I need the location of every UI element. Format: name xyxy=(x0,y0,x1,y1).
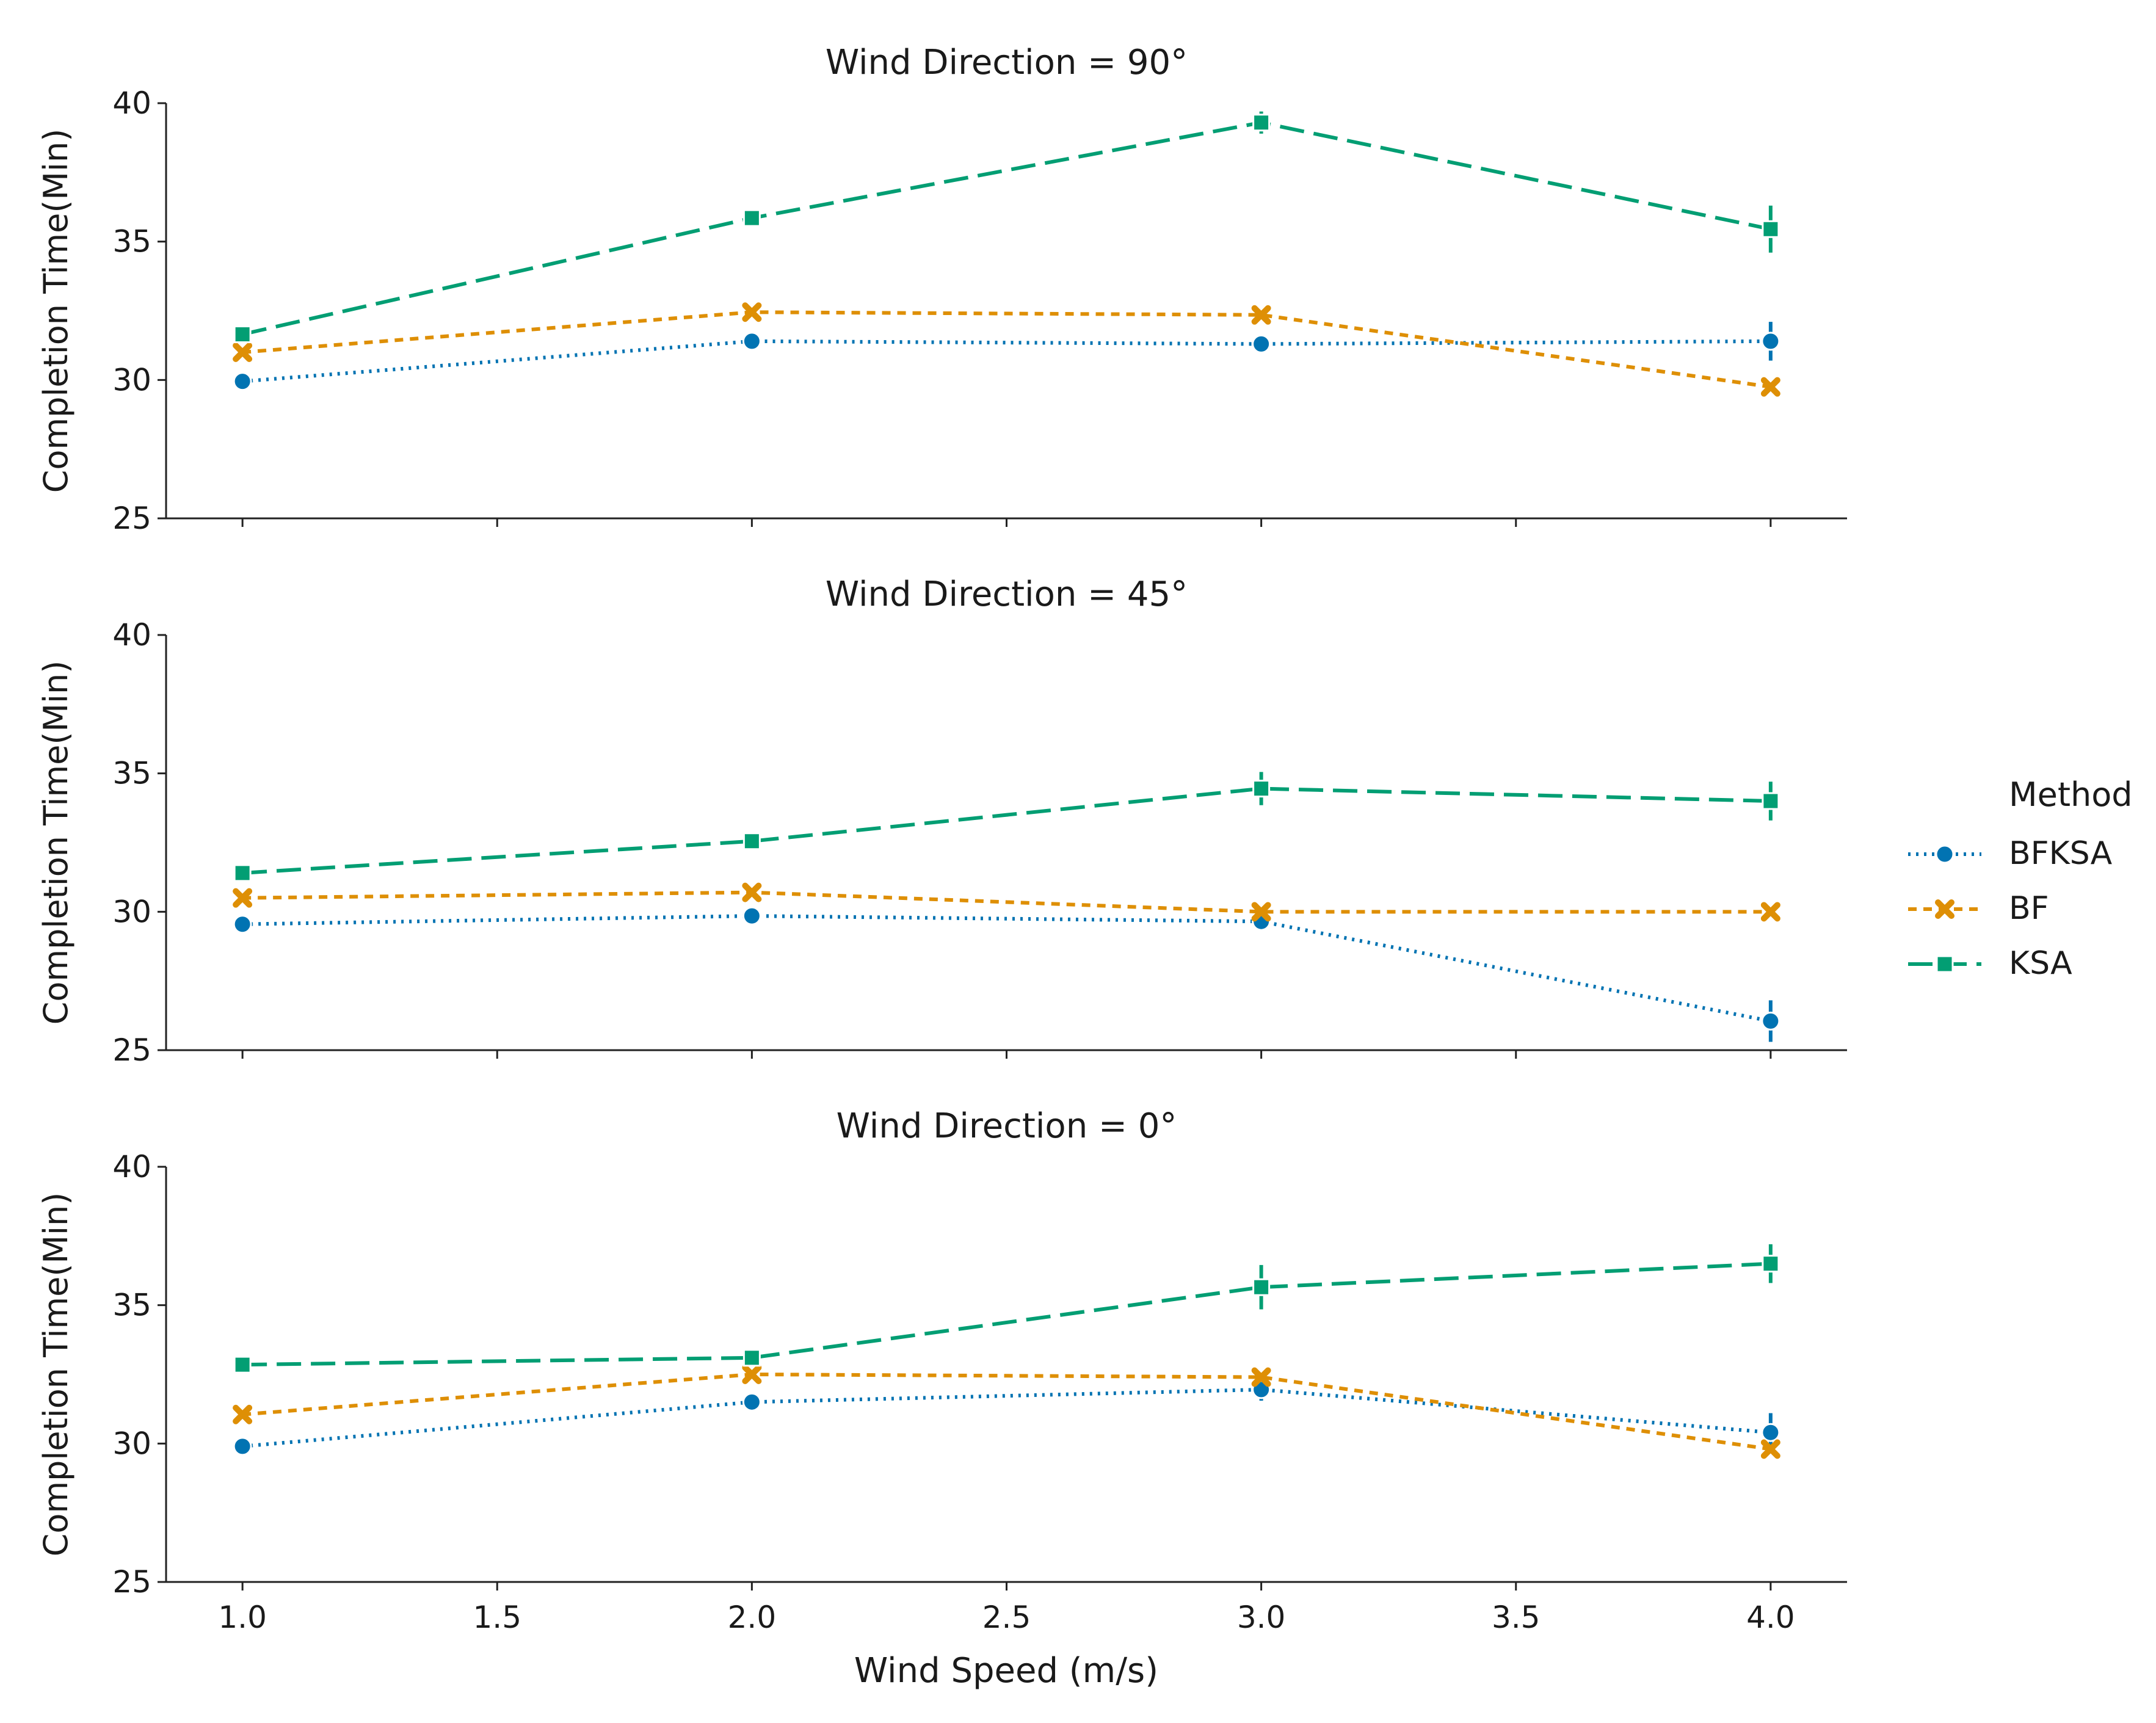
data-point-ksa xyxy=(1762,792,1780,810)
series-line-ksa xyxy=(242,1261,1771,1367)
series-ksa xyxy=(233,111,1780,344)
series-bfksa xyxy=(233,322,1780,391)
data-point-bf xyxy=(1760,1439,1780,1459)
data-point-bf xyxy=(233,1404,253,1424)
series-bfksa xyxy=(233,906,1780,1042)
data-point-bfksa xyxy=(1761,332,1780,351)
y-tick-label: 30 xyxy=(112,1426,151,1461)
x-tick-label: 3.0 xyxy=(1237,1600,1286,1635)
y-tick-label: 30 xyxy=(112,362,151,397)
legend-title: Method xyxy=(2009,775,2133,814)
y-axis-label: Completion Time(Min) xyxy=(37,1192,75,1557)
series-line-ksa xyxy=(242,786,1771,875)
y-axis-label: Completion Time(Min) xyxy=(37,129,75,493)
legend-entry-ksa: KSA xyxy=(1908,945,2072,982)
data-point-ksa xyxy=(1252,1278,1271,1296)
data-point-bfksa xyxy=(1761,1423,1780,1442)
x-tick-label: 1.5 xyxy=(473,1600,521,1635)
panel-title: Wind Direction = 90° xyxy=(826,43,1188,82)
data-point-bf xyxy=(1251,1367,1271,1387)
series-bf xyxy=(233,882,1780,922)
y-tick-label: 40 xyxy=(112,85,151,121)
legend-marker xyxy=(1935,844,1955,864)
y-tick-label: 35 xyxy=(112,1288,151,1323)
x-tick-label: 4.0 xyxy=(1746,1600,1795,1635)
legend-label: KSA xyxy=(2009,945,2072,982)
panel-title: Wind Direction = 0° xyxy=(837,1106,1177,1146)
data-point-ksa xyxy=(742,1349,761,1367)
series-bfksa xyxy=(233,1378,1780,1456)
panel-1: Wind Direction = 90° 25 30 35 40 Completion T… xyxy=(37,43,1847,536)
data-point-bfksa xyxy=(742,906,761,926)
data-point-bfksa xyxy=(233,1437,252,1456)
series-line-bfksa xyxy=(242,1387,1771,1448)
data-point-bf xyxy=(1760,902,1780,922)
series-line-bf xyxy=(242,310,1771,389)
series-line-bfksa xyxy=(242,914,1771,1023)
y-tick-label: 30 xyxy=(112,894,151,929)
data-point-bf xyxy=(1251,902,1271,922)
series-line-ksa xyxy=(242,120,1771,336)
data-point-ksa xyxy=(1762,1255,1780,1273)
data-point-bf xyxy=(1251,305,1271,325)
data-point-ksa xyxy=(1762,220,1780,238)
x-tick-label: 3.5 xyxy=(1492,1600,1541,1635)
panel-3: Wind Direction = 0° 25 30 35 40 1.0 1.5 2.0 2.5 3… xyxy=(37,1106,1847,1635)
y-tick-label: 25 xyxy=(112,1564,151,1600)
data-point-bfksa xyxy=(1761,1011,1780,1031)
y-tick-label: 40 xyxy=(112,617,151,653)
y-tick-label: 25 xyxy=(112,1032,151,1068)
data-point-bfksa xyxy=(742,332,761,351)
data-point-ksa xyxy=(233,325,252,344)
x-tick-label: 2.0 xyxy=(728,1600,777,1635)
legend-marker xyxy=(1935,899,1955,919)
y-tick-label: 25 xyxy=(112,501,151,536)
data-point-bfksa xyxy=(742,1392,761,1412)
data-point-bfksa xyxy=(233,372,252,391)
series-ksa xyxy=(233,1244,1780,1374)
series-line-bf xyxy=(242,890,1771,914)
series-bf xyxy=(233,1365,1780,1459)
y-tick-label: 35 xyxy=(112,756,151,791)
data-point-ksa xyxy=(742,832,761,851)
data-point-bfksa xyxy=(233,915,252,934)
data-point-ksa xyxy=(1252,114,1271,132)
legend-entry-bfksa: BFKSA xyxy=(1908,835,2113,872)
panels: Wind Direction = 90° 25 30 35 40 Completion T… xyxy=(37,43,1847,1635)
data-point-ksa xyxy=(742,209,761,227)
y-tick-label: 35 xyxy=(112,224,151,259)
data-point-bf xyxy=(233,343,253,362)
panel-2: Wind Direction = 45° 25 30 35 40 Completion T… xyxy=(37,575,1847,1068)
panel-title: Wind Direction = 45° xyxy=(826,575,1188,614)
series-ksa xyxy=(233,772,1780,882)
x-tick-label: 1.0 xyxy=(218,1600,267,1635)
data-point-bf xyxy=(742,882,762,902)
data-point-bf xyxy=(233,888,253,908)
data-point-bfksa xyxy=(1252,334,1271,354)
series-line-bfksa xyxy=(242,339,1771,383)
data-point-ksa xyxy=(233,1355,252,1374)
data-point-bf xyxy=(1760,377,1780,397)
data-point-bf xyxy=(742,1365,762,1384)
legend-label: BFKSA xyxy=(2009,835,2113,872)
y-axis-label: Completion Time(Min) xyxy=(37,661,75,1025)
data-point-ksa xyxy=(233,864,252,882)
series-bf xyxy=(233,302,1780,397)
legend-label: BF xyxy=(2009,890,2049,927)
data-point-bf xyxy=(742,302,762,322)
legend-entry-bf: BF xyxy=(1908,890,2049,927)
data-point-ksa xyxy=(1252,780,1271,798)
legend-marker xyxy=(1936,955,1954,973)
series-line-bf xyxy=(242,1372,1771,1451)
y-tick-label: 40 xyxy=(112,1149,151,1184)
x-axis-label: Wind Speed (m/s) xyxy=(854,1651,1158,1691)
x-tick-label: 2.5 xyxy=(982,1600,1031,1635)
